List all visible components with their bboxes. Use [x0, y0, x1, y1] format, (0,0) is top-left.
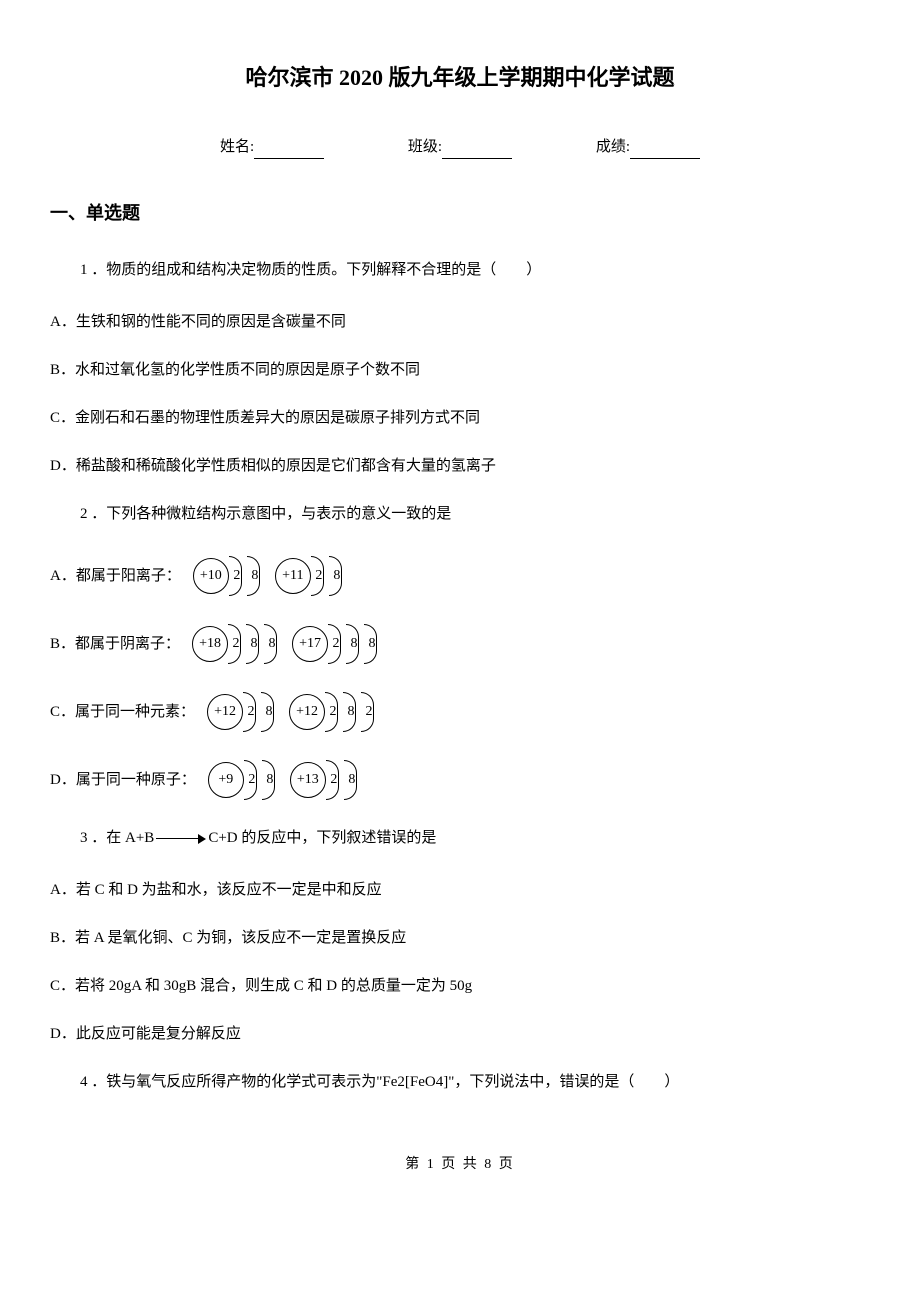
name-blank	[254, 141, 324, 159]
q2-d-diagram-1: +9 2 8	[208, 758, 282, 802]
shell: 8	[346, 622, 366, 666]
q2-b-diagram-1: +18 2 8 8	[192, 622, 284, 666]
shell: 2	[243, 690, 263, 734]
shell: 8	[264, 622, 284, 666]
q3-opt-c: C．若将 20gA 和 30gB 混合，则生成 C 和 D 的总质量一定为 50…	[50, 974, 870, 998]
q3-stem-post: C+D 的反应中，下列叙述错误的是	[208, 830, 436, 846]
q2-opt-b: B．都属于阴离子： +18 2 8 8 +17 2 8 8	[50, 622, 870, 666]
q3-stem: 3 ．在 A+B C+D 的反应中，下列叙述错误的是	[50, 826, 870, 850]
q2-opt-b-label: B．都属于阴离子：	[50, 632, 180, 656]
shell: 2	[326, 758, 346, 802]
q1-opt-b: B．水和过氧化氢的化学性质不同的原因是原子个数不同	[50, 358, 870, 382]
q2-stem: 2 ．下列各种微粒结构示意图中，与表示的意义一致的是	[50, 502, 870, 526]
q1-opt-d: D．稀盐酸和稀硫酸化学性质相似的原因是它们都含有大量的氢离子	[50, 454, 870, 478]
shell: 8	[343, 690, 363, 734]
q2-opt-a-label: A．都属于阳离子：	[50, 564, 181, 588]
q1-opt-a: A．生铁和钢的性能不同的原因是含碳量不同	[50, 310, 870, 334]
q2-a-diagram-1: +10 2 8	[193, 554, 267, 598]
q2-c-diagram-2: +12 2 8 2	[289, 690, 381, 734]
shell: 2	[325, 690, 345, 734]
shell: 2	[229, 554, 249, 598]
shell: 2	[311, 554, 331, 598]
q3-opt-d: D．此反应可能是复分解反应	[50, 1022, 870, 1046]
q2-b-diagram-2: +17 2 8 8	[292, 622, 384, 666]
nucleus: +12	[207, 694, 243, 730]
q2-c-diagram-1: +12 2 8	[207, 690, 281, 734]
shell: 8	[344, 758, 364, 802]
name-label: 姓名:	[220, 139, 254, 155]
class-blank	[442, 141, 512, 159]
page-title: 哈尔滨市 2020 版九年级上学期期中化学试题	[50, 60, 870, 95]
nucleus: +18	[192, 626, 228, 662]
nucleus: +10	[193, 558, 229, 594]
q2-opt-c-label: C．属于同一种元素：	[50, 700, 195, 724]
q3-stem-pre: 3 ．在 A+B	[80, 830, 154, 846]
class-label: 班级:	[408, 139, 442, 155]
nucleus: +11	[275, 558, 311, 594]
shell: 2	[361, 690, 381, 734]
name-field: 姓名:	[220, 135, 324, 159]
q2-d-diagram-2: +13 2 8	[290, 758, 364, 802]
q1-stem: 1 ．物质的组成和结构决定物质的性质。下列解释不合理的是（ ）	[50, 258, 870, 282]
shell: 8	[247, 554, 267, 598]
arrow-icon	[156, 832, 206, 846]
info-row: 姓名: 班级: 成绩:	[50, 135, 870, 159]
q2-a-diagram-2: +11 2 8	[275, 554, 349, 598]
q2-opt-a: A．都属于阳离子： +10 2 8 +11 2 8	[50, 554, 870, 598]
score-blank	[630, 141, 700, 159]
class-field: 班级:	[408, 135, 512, 159]
nucleus: +17	[292, 626, 328, 662]
nucleus: +13	[290, 762, 326, 798]
q4-stem: 4 ．铁与氧气反应所得产物的化学式可表示为"Fe2[FeO4]"，下列说法中，错…	[50, 1070, 870, 1094]
shell: 2	[328, 622, 348, 666]
q2-opt-d-label: D．属于同一种原子：	[50, 768, 196, 792]
q1-opt-c: C．金刚石和石墨的物理性质差异大的原因是碳原子排列方式不同	[50, 406, 870, 430]
q2-opt-c: C．属于同一种元素： +12 2 8 +12 2 8 2	[50, 690, 870, 734]
nucleus: +9	[208, 762, 244, 798]
shell: 2	[228, 622, 248, 666]
page-footer: 第 1 页 共 8 页	[50, 1154, 870, 1176]
section-heading-1: 一、单选题	[50, 199, 870, 228]
nucleus: +12	[289, 694, 325, 730]
shell: 8	[262, 758, 282, 802]
shell: 2	[244, 758, 264, 802]
shell: 8	[364, 622, 384, 666]
q3-opt-a: A．若 C 和 D 为盐和水，该反应不一定是中和反应	[50, 878, 870, 902]
q2-opt-d: D．属于同一种原子： +9 2 8 +13 2 8	[50, 758, 870, 802]
shell: 8	[329, 554, 349, 598]
score-field: 成绩:	[596, 135, 700, 159]
q3-opt-b: B．若 A 是氧化铜、C 为铜，该反应不一定是置换反应	[50, 926, 870, 950]
score-label: 成绩:	[596, 139, 630, 155]
shell: 8	[246, 622, 266, 666]
shell: 8	[261, 690, 281, 734]
